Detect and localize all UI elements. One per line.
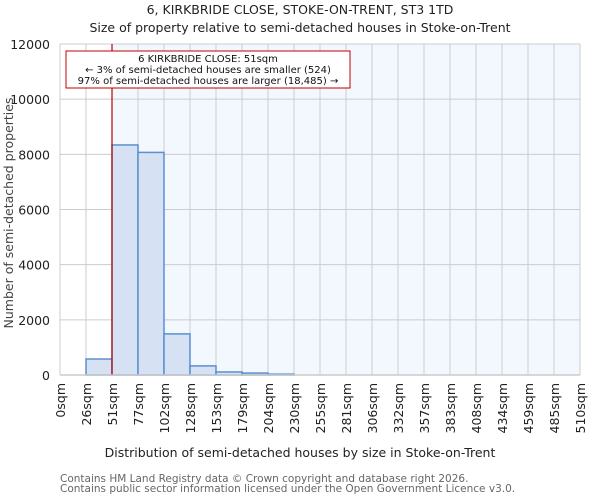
histogram-bar: [111, 144, 139, 376]
x-tick-label: 281sqm: [339, 383, 354, 433]
x-tick-label: 230sqm: [287, 383, 302, 433]
x-tick-label: 102sqm: [157, 383, 172, 433]
x-tick-label: 153sqm: [209, 383, 224, 433]
x-tick-label: 204sqm: [261, 383, 276, 433]
annotation-line-1: 6 KIRKBRIDE CLOSE: 51sqm: [138, 54, 278, 65]
x-tick-label: 179sqm: [235, 383, 250, 433]
x-tick-label: 255sqm: [313, 383, 328, 433]
chart-title: 6, KIRKBRIDE CLOSE, STOKE-ON-TRENT, ST3 …: [146, 2, 454, 17]
histogram-bar: [189, 365, 217, 376]
y-tick-label: 2000: [18, 313, 50, 328]
annotation-line-2: ← 3% of semi-detached houses are smaller…: [85, 65, 331, 76]
histogram-bar: [137, 151, 165, 376]
x-tick-label: 128sqm: [183, 383, 198, 433]
annotation-line-3: 97% of semi-detached houses are larger (…: [78, 76, 339, 87]
x-tick-label: 77sqm: [131, 383, 146, 426]
bars: [85, 144, 295, 376]
x-tick-label: 408sqm: [469, 383, 484, 433]
footer-copyright: Contains HM Land Registry data © Crown c…: [60, 473, 469, 485]
y-tick-label: 4000: [18, 258, 50, 273]
x-tick-label: 485sqm: [547, 383, 562, 433]
x-tick-label: 510sqm: [573, 383, 588, 433]
x-tick-label: 51sqm: [105, 383, 120, 426]
y-tick-label: 8000: [18, 147, 50, 162]
histogram-bar: [163, 333, 191, 376]
x-tick-label: 332sqm: [391, 383, 406, 433]
x-axis-label: Distribution of semi-detached houses by …: [104, 445, 496, 460]
histogram-bar: [85, 358, 113, 376]
x-tick-labels: 0sqm 26sqm 51sqm 77sqm 102sqm 128sqm 153sqm 179…: [53, 383, 588, 433]
x-tick-label: 459sqm: [521, 383, 536, 433]
chart-subtitle: Size of property relative to semi-detach…: [89, 20, 511, 35]
y-tick-label: 10000: [10, 92, 50, 107]
axes: [59, 44, 580, 376]
x-tick-label: 306sqm: [365, 383, 380, 433]
x-tick-label: 434sqm: [495, 383, 510, 433]
x-tick-label: 383sqm: [443, 383, 458, 433]
y-tick-label: 0: [42, 368, 50, 383]
annotation-box: 6 KIRKBRIDE CLOSE: 51sqm ← 3% of semi-de…: [65, 50, 351, 89]
x-tick-label: 26sqm: [79, 383, 94, 426]
y-tick-label: 6000: [18, 203, 50, 218]
y-tick-label: 12000: [10, 37, 50, 52]
x-tick-label: 357sqm: [417, 383, 432, 433]
footer-licence: Contains public sector information licen…: [60, 483, 516, 495]
y-axis-label: Number of semi-detached properties: [1, 98, 16, 329]
y-tick-labels: 0 2000 4000 6000 8000 10000 12000: [10, 37, 50, 383]
x-tick-label: 0sqm: [53, 383, 68, 418]
